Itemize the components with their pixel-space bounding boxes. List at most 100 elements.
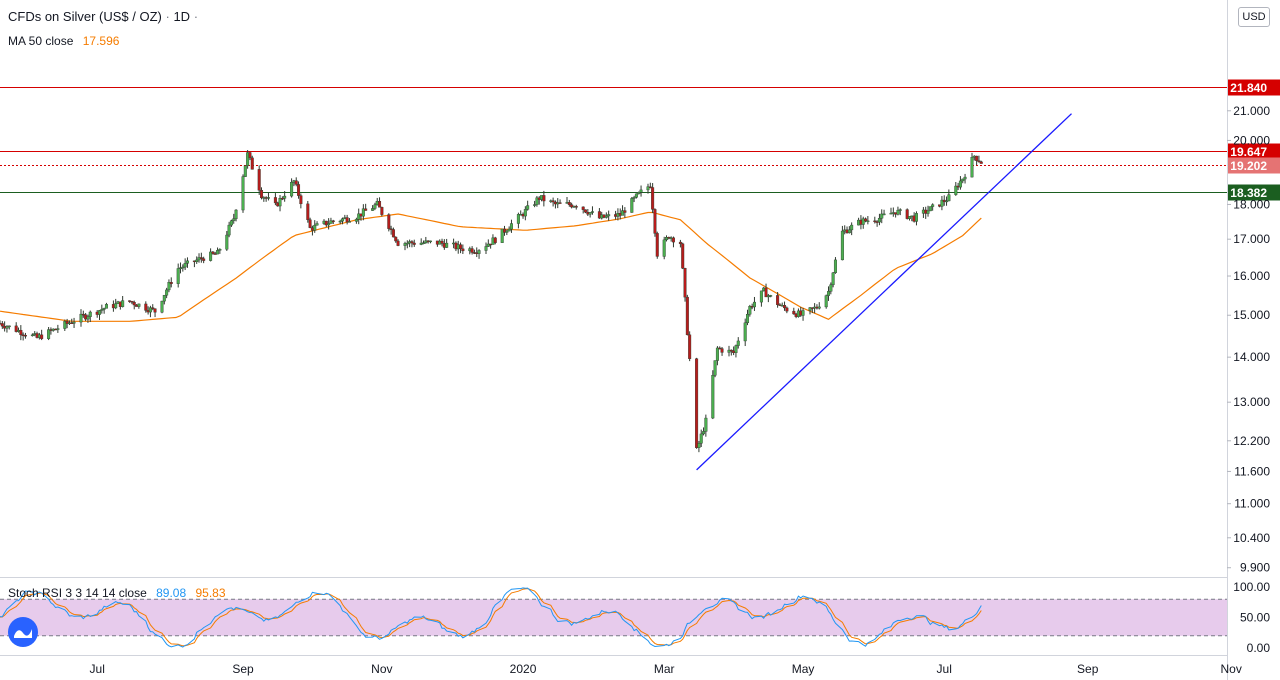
candle-body [185, 260, 189, 264]
candle-body [100, 309, 104, 311]
candle-body [484, 246, 488, 251]
candle [736, 337, 740, 349]
candle [734, 344, 738, 358]
interval-label: 1D [173, 9, 191, 24]
stoch-d-line [0, 588, 982, 647]
candle [114, 298, 118, 310]
candle [958, 176, 962, 190]
candle [232, 213, 236, 224]
candle-body [958, 180, 962, 188]
candle-body [313, 224, 317, 231]
stoch-band [0, 599, 1227, 636]
level-label: 19.647 [1230, 145, 1267, 159]
symbol-legend[interactable]: CFDs on Silver (US$ / OZ) · 1D · [8, 9, 198, 24]
candle [808, 306, 812, 315]
candle [873, 216, 877, 224]
candle [759, 290, 763, 307]
candle [533, 200, 537, 208]
candle [306, 200, 310, 223]
candle-body [817, 306, 821, 309]
candle [5, 325, 9, 333]
candle [364, 203, 368, 211]
candle-body [877, 218, 881, 223]
candle-body [167, 282, 171, 291]
candle [588, 212, 592, 218]
candle-body [132, 302, 136, 306]
candle-body [114, 303, 118, 309]
candle [931, 203, 935, 211]
candle-body [151, 307, 155, 309]
price-tick-label: 12.200 [1233, 434, 1270, 448]
tradingview-logo[interactable] [8, 617, 38, 647]
candle [516, 212, 520, 229]
candle-body [850, 224, 854, 231]
candle [653, 208, 657, 237]
time-tick-label: Mar [654, 662, 675, 676]
ma50-line [0, 211, 982, 322]
candle [748, 304, 752, 317]
candle [715, 346, 719, 366]
candle [294, 177, 298, 187]
candle-body [653, 209, 657, 234]
candle-body [470, 248, 474, 253]
candle-body [746, 314, 750, 324]
candle [160, 300, 164, 314]
candle-body [162, 294, 166, 302]
candle-body [509, 223, 513, 230]
time-axis: Jul Sep Nov 2020 Mar May Jul Sep Nov [90, 662, 1242, 676]
candle [630, 196, 634, 213]
candle [493, 236, 497, 245]
candle-body [588, 212, 592, 215]
level-label: 21.840 [1230, 81, 1267, 95]
candle [833, 257, 837, 274]
candle-body [199, 257, 203, 259]
candle-body [65, 321, 69, 324]
candle-body [315, 223, 319, 226]
candle-body [144, 303, 148, 311]
candle-body [651, 187, 655, 210]
candle [817, 302, 821, 310]
candle [153, 308, 157, 318]
candle-body [671, 237, 675, 243]
candle-body [195, 259, 199, 262]
candle-body [743, 322, 747, 342]
separator: · [165, 9, 170, 24]
price-tick-label: 11.600 [1234, 464, 1270, 478]
candle-body [961, 178, 965, 182]
candle-body [734, 345, 738, 354]
level-label: 18.382 [1230, 186, 1267, 200]
candle-body [623, 210, 627, 213]
currency-button[interactable]: USD [1238, 7, 1270, 27]
candle [697, 440, 701, 453]
candle [144, 301, 148, 313]
candle-body [697, 443, 701, 448]
candle [729, 349, 733, 356]
candle [896, 206, 900, 216]
candle [551, 197, 555, 207]
candle [570, 202, 574, 209]
candle-body [283, 195, 287, 199]
candle-body [926, 210, 930, 214]
candle-body [607, 214, 611, 217]
candle-body [704, 417, 708, 432]
candle [14, 322, 18, 333]
candle-body [459, 244, 463, 250]
candle [827, 286, 831, 301]
candle-body [840, 230, 844, 261]
candle [542, 190, 546, 207]
candle-body [896, 209, 900, 215]
candle [422, 240, 426, 245]
candle [347, 218, 351, 223]
candle-body [98, 310, 102, 315]
candle-body [699, 433, 703, 444]
candle [507, 226, 511, 232]
stoch-legend[interactable]: Stoch RSI 3 3 14 14 close 89.08 95.83 [8, 586, 226, 600]
candle [378, 197, 382, 208]
candle-body [5, 326, 9, 329]
candle [639, 185, 643, 197]
candle-body [63, 321, 67, 329]
candle [257, 165, 261, 195]
ma-legend[interactable]: MA 50 close 17.596 [8, 34, 119, 48]
candle [567, 199, 571, 207]
